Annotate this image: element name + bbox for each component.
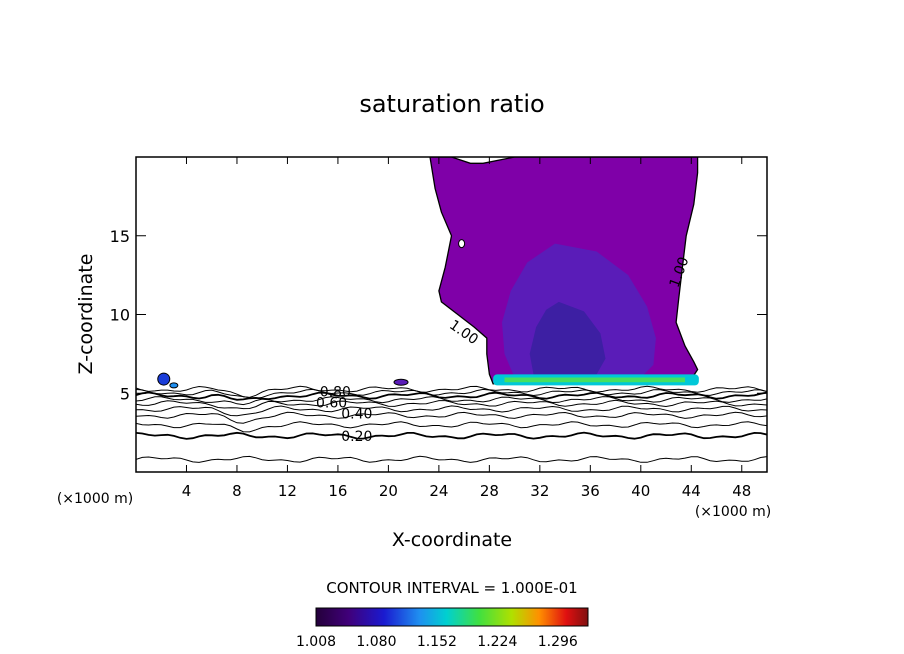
x-tick-label: 20 [379,482,398,500]
x-tick-label: 12 [278,482,297,500]
colorbar [315,607,589,627]
colorbar-tick-label: 1.008 [296,634,336,650]
contour-label: 0.20 [341,429,372,445]
y-axis-ticks: 5 10 15 [110,227,767,403]
x-tick-label: 16 [328,482,347,500]
small-cloud-blob [393,378,409,386]
contour-line [136,431,767,440]
y-tick-label: 5 [120,384,130,403]
contour-label: 0.40 [341,407,372,423]
x-unit-left: (×1000 m) [57,491,133,507]
small-cloud-blob [169,382,179,389]
x-tick-label: 36 [581,482,600,500]
cloud-base-green [504,377,685,383]
x-tick-label: 24 [429,482,448,500]
y-tick-label: 10 [110,306,130,325]
contour-line [136,399,767,410]
x-axis-label: X-coordinate [392,529,512,551]
contour-lines [136,385,767,463]
contour-interval-note: CONTOUR INTERVAL = 1.000E-01 [326,579,577,597]
contour-line [136,385,767,398]
x-tick-label: 32 [530,482,549,500]
y-tick-label: 15 [110,227,130,246]
colorbar-tick-label: 1.080 [356,634,396,650]
x-axis-ticks: 4 8 12 16 20 24 28 32 36 40 44 48 [182,157,751,500]
y-axis-label: Z-coordinate [75,254,97,375]
colorbar-tick-label: 1.152 [417,634,457,650]
cloud-inner-core [529,301,606,375]
colorbar-tick-label: 1.296 [538,634,578,650]
contour-line [136,411,767,424]
contour-line [136,396,767,406]
contour-line [136,421,767,433]
supersaturation-fills [157,157,699,389]
plot-area [136,157,767,463]
x-tick-label: 28 [480,482,499,500]
x-tick-label: 8 [232,482,242,500]
chart-title: saturation ratio [359,90,544,118]
contour-line [136,405,767,417]
x-unit-right: (×1000 m) [695,504,771,520]
x-tick-label: 48 [732,482,751,500]
small-cloud-blob [157,372,171,386]
x-tick-label: 4 [182,482,192,500]
contour-line [136,455,767,463]
colorbar-tick-label: 1.224 [477,634,517,650]
x-tick-label: 44 [682,482,701,500]
contour-label: 0.60 [316,396,347,412]
colorbar-ticks: 1.008 1.080 1.152 1.224 1.296 [296,634,578,650]
contour-label: 0.80 [320,385,351,401]
clear-hole [458,239,466,249]
x-tick-label: 40 [631,482,650,500]
contour-line [136,391,767,401]
